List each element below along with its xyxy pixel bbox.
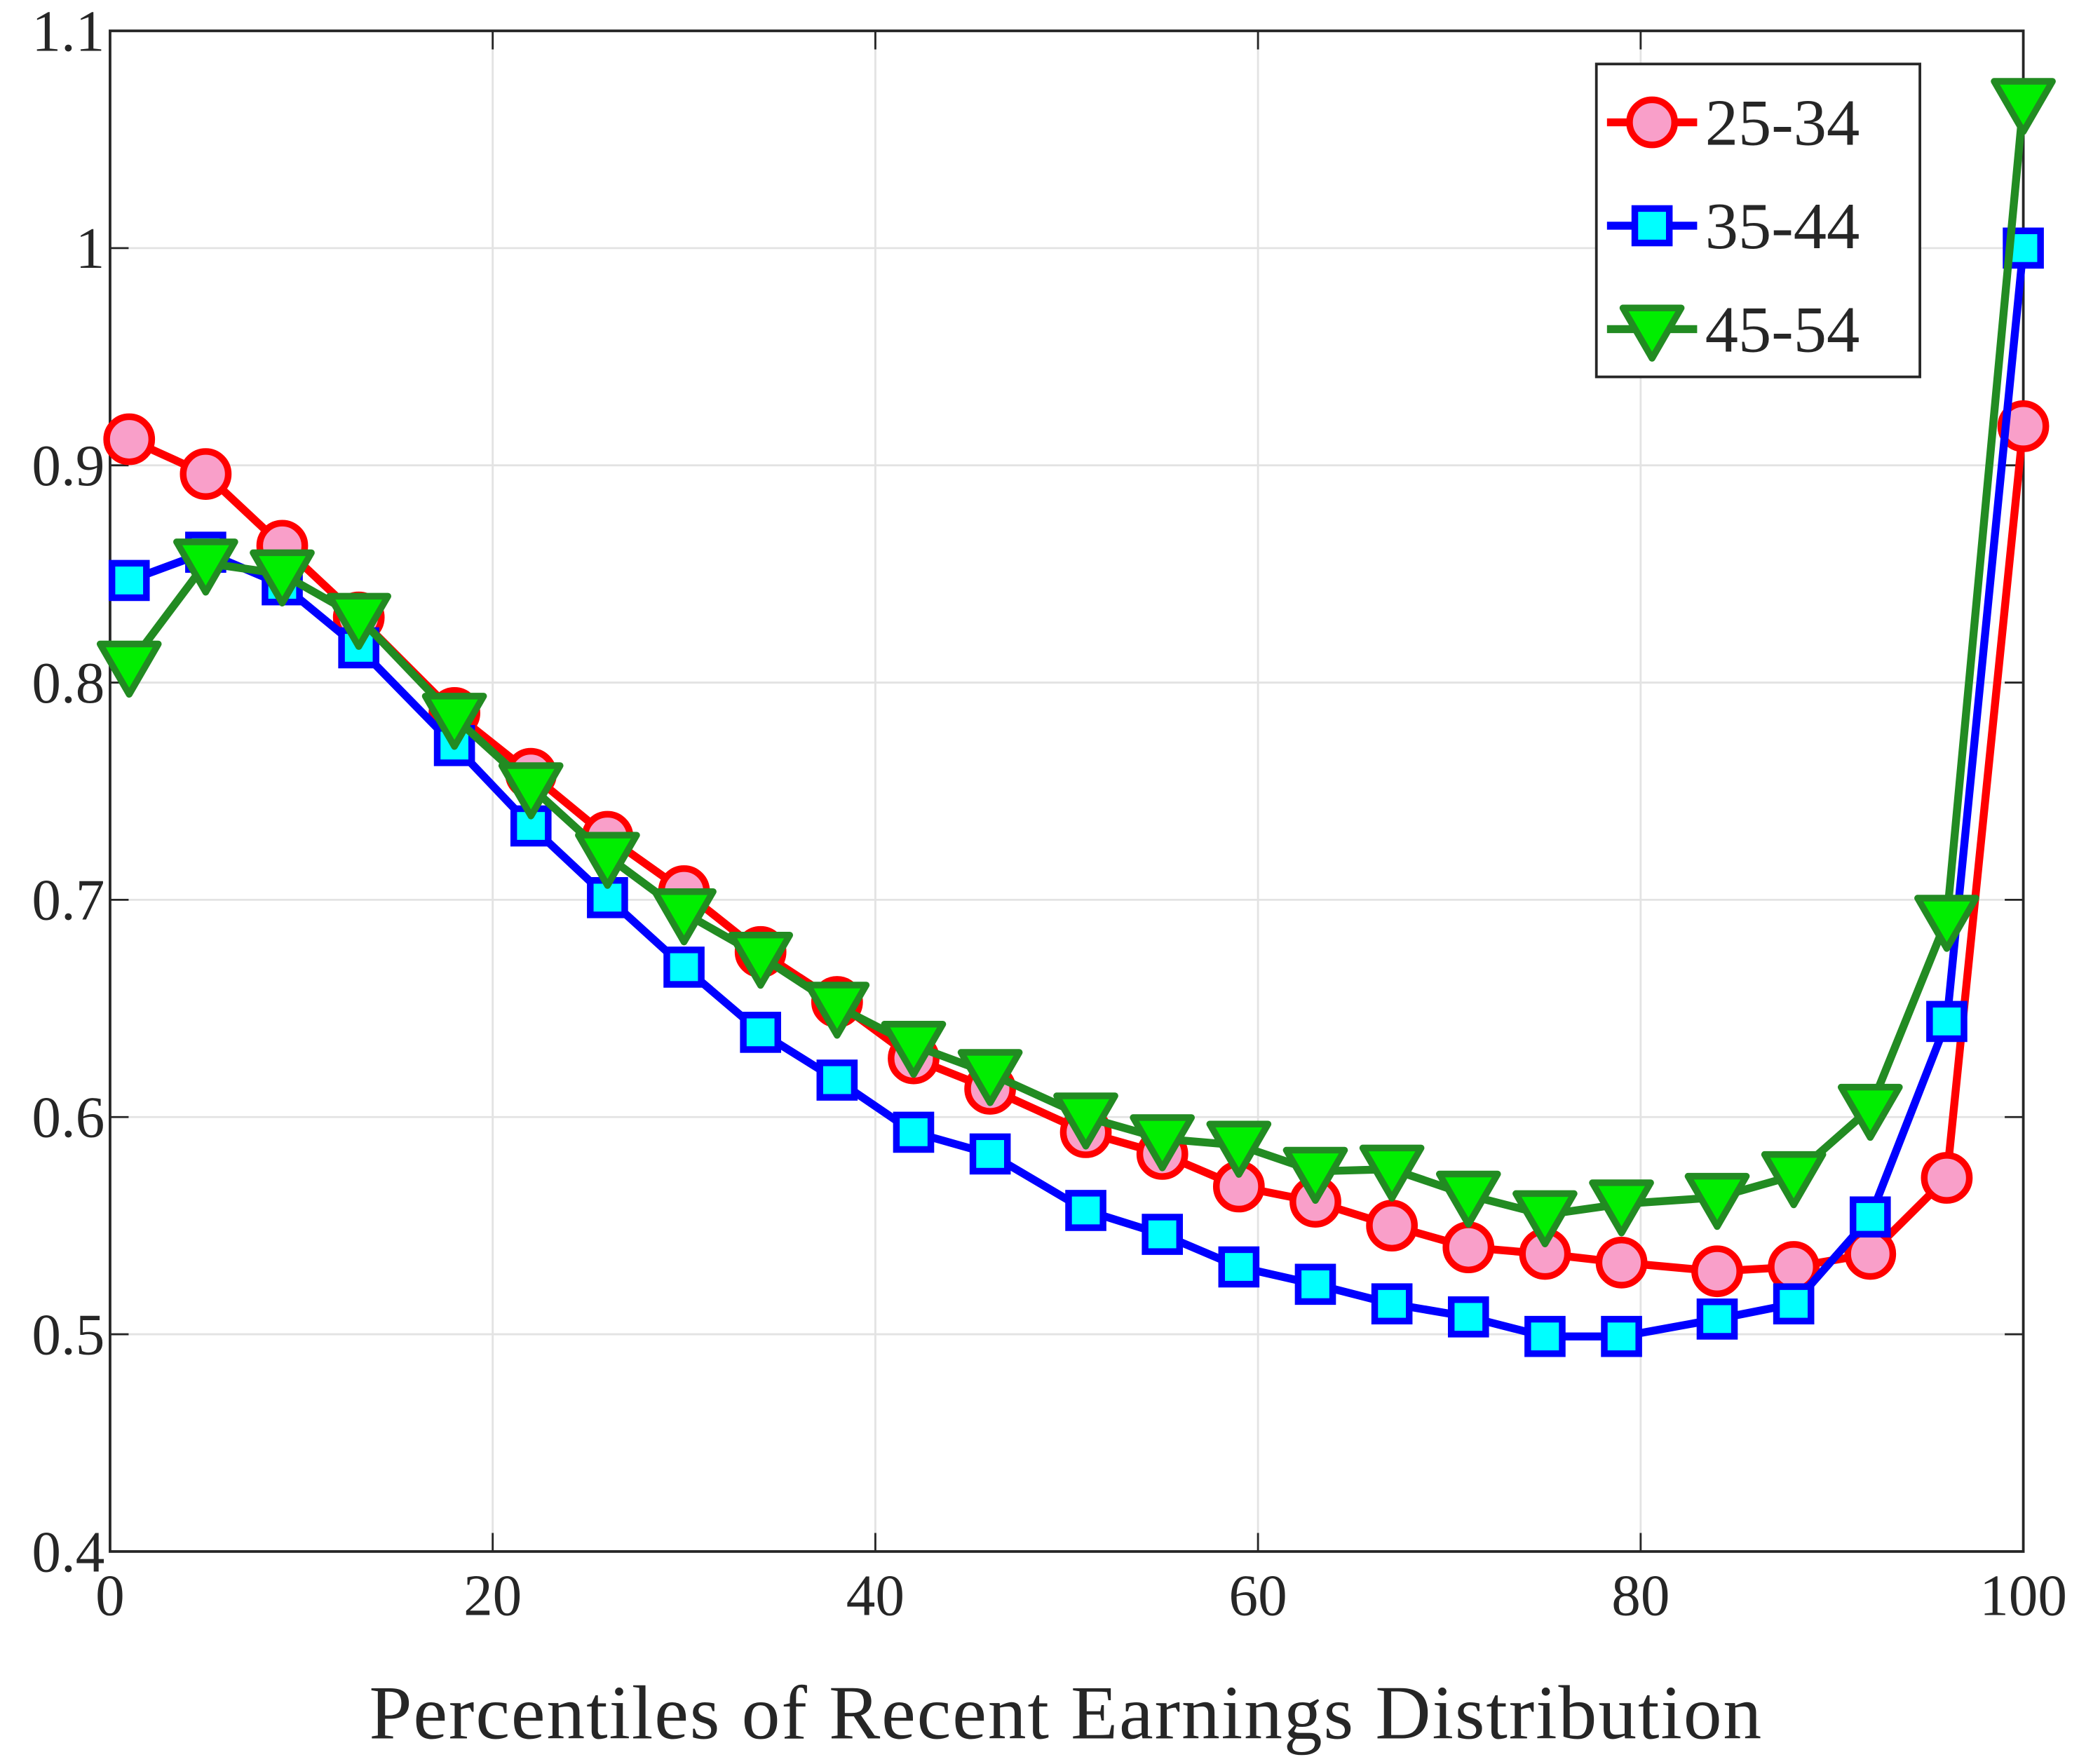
data-point	[1849, 1196, 1891, 1238]
data-point	[498, 762, 564, 820]
x-tick-label: 40	[846, 1563, 905, 1628]
legend-label: 35-44	[1705, 190, 1860, 263]
y-tick-label: 0.4	[32, 1519, 104, 1584]
data-point	[1601, 1315, 1642, 1357]
series	[96, 78, 2056, 1247]
y-tick-label: 0.9	[32, 433, 104, 498]
y-tick-label: 0.7	[32, 868, 104, 932]
data-point	[1991, 78, 2056, 135]
data-point	[957, 1049, 1023, 1106]
data-point	[1371, 1283, 1413, 1325]
legend-label: 45-54	[1705, 294, 1860, 367]
x-tick-label: 60	[1229, 1563, 1287, 1628]
y-tick-label: 0.8	[32, 651, 104, 715]
data-point	[740, 1012, 781, 1053]
y-tick-label: 0.5	[32, 1302, 104, 1366]
data-point	[575, 832, 640, 889]
data-point	[893, 1111, 935, 1153]
data-point	[1366, 1200, 1418, 1252]
data-point	[969, 1133, 1011, 1175]
data-point	[1435, 1170, 1501, 1228]
data-point	[1053, 1092, 1118, 1150]
data-point	[1921, 1152, 1973, 1204]
legend-marker	[1619, 304, 1685, 362]
plot-frame	[109, 29, 2025, 1553]
x-tick-label: 0	[95, 1563, 125, 1628]
x-axis-label: Percentiles of Recent Earnings Distribut…	[369, 1670, 1763, 1756]
data-point	[1595, 1236, 1648, 1289]
y-tick-label: 1.1	[32, 0, 104, 63]
data-point	[1282, 1146, 1348, 1205]
data-point	[1359, 1144, 1425, 1202]
data-point	[1294, 1263, 1336, 1305]
data-point	[1684, 1172, 1750, 1230]
data-point	[1773, 1283, 1815, 1325]
data-point	[1442, 1221, 1495, 1274]
data-point	[421, 693, 487, 750]
data-point	[816, 1059, 858, 1101]
legend: 25-34 35-44 45-54	[1594, 62, 1921, 379]
x-tick-label: 80	[1611, 1563, 1670, 1628]
data-point	[1761, 1151, 1827, 1209]
x-tick-label: 20	[463, 1563, 522, 1628]
data-point	[326, 592, 391, 650]
data-point	[96, 640, 162, 698]
data-point	[804, 982, 870, 1039]
data-point	[173, 538, 238, 596]
data-point	[1218, 1246, 1260, 1288]
data-point	[1447, 1296, 1489, 1338]
data-point	[881, 1021, 947, 1078]
data-point	[1997, 400, 2050, 452]
data-point	[663, 947, 705, 988]
data-point	[1130, 1114, 1196, 1172]
legend-marker	[1631, 205, 1673, 247]
data-point	[108, 559, 150, 602]
data-point	[1837, 1083, 1903, 1141]
data-point	[1206, 1120, 1272, 1178]
data-point	[728, 931, 794, 989]
data-point	[1065, 1190, 1106, 1231]
data-point	[1696, 1298, 1738, 1340]
data-point	[1589, 1179, 1654, 1237]
data-point	[1512, 1190, 1578, 1247]
legend-marker	[1626, 96, 1678, 149]
data-point	[1914, 895, 1979, 952]
data-point	[1926, 1000, 1968, 1043]
data-point	[1142, 1214, 1184, 1255]
y-tick-label: 1	[76, 216, 105, 280]
legend-label: 25-34	[1705, 87, 1860, 160]
x-tick-label: 100	[1979, 1563, 2067, 1628]
y-tick-label: 0.6	[32, 1085, 104, 1150]
data-point	[651, 888, 717, 946]
data-point	[180, 448, 232, 500]
data-point	[250, 549, 315, 606]
data-point	[1524, 1315, 1566, 1357]
data-point	[103, 413, 156, 466]
data-point	[1691, 1245, 1743, 1298]
